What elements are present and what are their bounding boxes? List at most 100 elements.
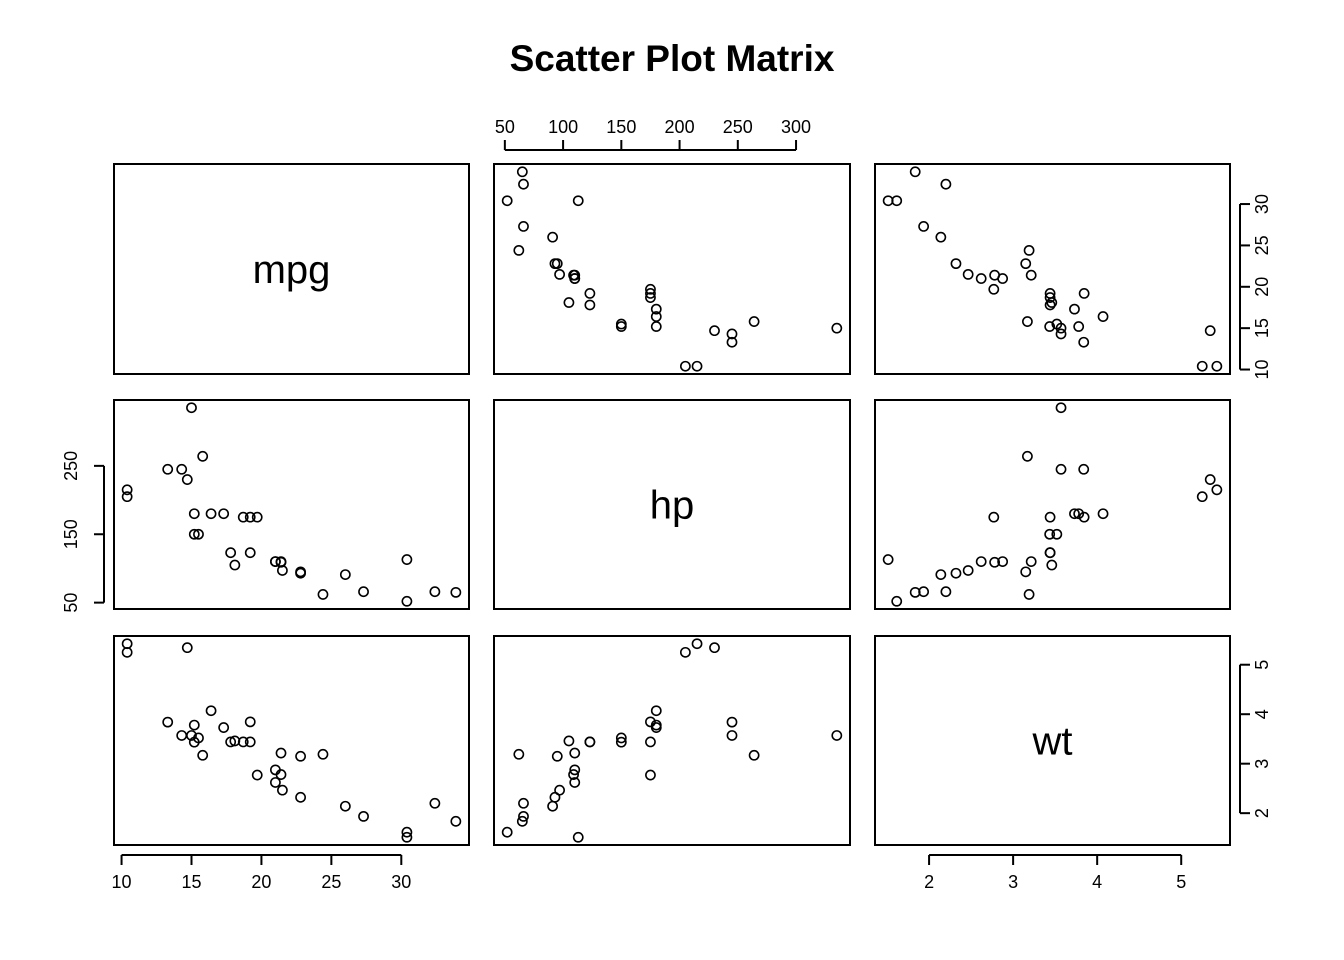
point-mpg-vs-hp bbox=[572, 195, 584, 207]
point-hp-vs-mpg bbox=[244, 511, 256, 523]
point-hp-vs-wt bbox=[997, 556, 1009, 567]
point-mpg-vs-wt bbox=[909, 166, 921, 178]
point-wt-vs-hp bbox=[726, 730, 738, 741]
point-mpg-vs-hp bbox=[645, 283, 656, 295]
point-hp-vs-wt bbox=[1044, 528, 1056, 540]
point-hp-vs-mpg bbox=[162, 463, 174, 475]
tick-label-mpg: 25 bbox=[1252, 235, 1272, 255]
point-wt-vs-hp bbox=[584, 736, 596, 748]
point-mpg-vs-hp bbox=[726, 336, 738, 348]
point-hp-vs-mpg bbox=[401, 554, 413, 565]
point-hp-vs-mpg bbox=[295, 566, 306, 578]
point-wt-vs-hp bbox=[615, 736, 627, 748]
point-mpg-vs-hp bbox=[615, 321, 627, 332]
point-mpg-vs-wt bbox=[1022, 316, 1033, 327]
point-mpg-vs-wt bbox=[1025, 269, 1037, 281]
tick-label-mpg: 30 bbox=[391, 872, 411, 892]
point-wt-vs-hp bbox=[748, 749, 760, 761]
point-hp-vs-wt bbox=[1020, 566, 1032, 578]
point-hp-vs-mpg bbox=[270, 556, 281, 567]
point-hp-vs-mpg bbox=[188, 528, 200, 540]
point-mpg-vs-wt bbox=[940, 178, 952, 190]
point-mpg-vs-wt bbox=[989, 269, 1001, 281]
point-wt-vs-hp bbox=[547, 800, 559, 812]
point-mpg-vs-hp bbox=[584, 288, 596, 299]
point-wt-vs-hp bbox=[679, 646, 691, 658]
point-mpg-vs-wt bbox=[1044, 292, 1056, 303]
tick-label-hp: 300 bbox=[781, 117, 811, 137]
point-mpg-vs-hp bbox=[518, 220, 529, 232]
chart-title: Scatter Plot Matrix bbox=[510, 38, 835, 79]
point-wt-vs-mpg bbox=[251, 769, 263, 781]
point-wt-vs-mpg bbox=[358, 810, 369, 822]
point-hp-vs-wt bbox=[950, 567, 962, 579]
tick-label-wt: 4 bbox=[1092, 872, 1102, 892]
point-mpg-vs-wt bbox=[1044, 321, 1056, 332]
point-hp-vs-wt bbox=[1044, 547, 1056, 559]
tick-label-mpg: 15 bbox=[181, 872, 201, 892]
point-wt-vs-hp bbox=[518, 797, 529, 809]
point-wt-vs-mpg bbox=[188, 736, 200, 748]
point-mpg-vs-hp bbox=[691, 360, 703, 372]
point-wt-vs-hp bbox=[645, 769, 656, 781]
point-hp-vs-mpg bbox=[197, 450, 209, 462]
tick-label-hp: 50 bbox=[495, 117, 515, 137]
diagonal-label-wt: wt bbox=[1032, 720, 1073, 764]
point-hp-vs-wt bbox=[1055, 463, 1067, 475]
tick-label-mpg: 10 bbox=[112, 872, 132, 892]
point-wt-vs-mpg bbox=[429, 797, 441, 809]
point-hp-vs-wt bbox=[962, 565, 974, 576]
point-mpg-vs-wt bbox=[988, 283, 1000, 295]
point-mpg-vs-wt bbox=[950, 258, 962, 270]
point-wt-vs-hp bbox=[518, 810, 529, 822]
point-wt-vs-mpg bbox=[275, 769, 287, 780]
point-wt-vs-mpg bbox=[197, 749, 209, 761]
panel-hp-vs-wt bbox=[874, 399, 1231, 610]
point-wt-vs-mpg bbox=[450, 815, 462, 827]
tick-label-hp: 250 bbox=[723, 117, 753, 137]
point-wt-vs-mpg bbox=[317, 748, 329, 760]
point-hp-vs-wt bbox=[935, 569, 947, 580]
point-wt-vs-mpg bbox=[121, 638, 133, 650]
point-hp-vs-wt bbox=[1055, 402, 1067, 414]
point-hp-vs-wt bbox=[1073, 508, 1085, 520]
point-hp-vs-mpg bbox=[317, 589, 329, 600]
point-mpg-vs-wt bbox=[1020, 258, 1032, 270]
point-hp-vs-mpg bbox=[225, 547, 237, 559]
point-wt-vs-mpg bbox=[229, 735, 241, 747]
point-hp-vs-mpg bbox=[237, 511, 249, 523]
point-wt-vs-hp bbox=[563, 735, 575, 747]
point-wt-vs-hp bbox=[650, 705, 662, 717]
panel-mpg-vs-wt bbox=[874, 163, 1231, 375]
point-wt-vs-hp bbox=[569, 747, 581, 759]
point-hp-vs-mpg bbox=[188, 508, 200, 520]
point-hp-vs-wt bbox=[1046, 559, 1058, 571]
panel-hp-vs-hp bbox=[493, 399, 851, 610]
tick-label-mpg: 20 bbox=[251, 872, 271, 892]
point-mpg-vs-wt bbox=[975, 273, 987, 284]
point-wt-vs-hp bbox=[645, 736, 656, 748]
tick-label-hp: 250 bbox=[61, 451, 81, 481]
point-wt-vs-mpg bbox=[162, 716, 174, 728]
point-mpg-vs-wt bbox=[1055, 322, 1067, 334]
point-hp-vs-wt bbox=[918, 586, 930, 598]
point-mpg-vs-hp bbox=[568, 269, 579, 281]
point-hp-vs-wt bbox=[1196, 491, 1208, 503]
tick-label-mpg: 25 bbox=[321, 872, 341, 892]
point-hp-vs-wt bbox=[882, 554, 894, 565]
point-mpg-vs-wt bbox=[1023, 244, 1035, 256]
point-mpg-vs-hp bbox=[501, 195, 513, 207]
tick-label-hp: 50 bbox=[61, 593, 81, 613]
point-hp-vs-mpg bbox=[229, 559, 241, 571]
point-mpg-vs-wt bbox=[1055, 328, 1067, 340]
point-hp-vs-wt bbox=[988, 511, 1000, 523]
point-mpg-vs-wt bbox=[1078, 288, 1090, 299]
tick-label-hp: 200 bbox=[665, 117, 695, 137]
point-hp-vs-wt bbox=[989, 556, 1001, 568]
point-wt-vs-mpg bbox=[188, 719, 200, 731]
point-mpg-vs-hp bbox=[831, 322, 843, 334]
point-mpg-vs-wt bbox=[1204, 325, 1216, 337]
panel-wt-vs-hp bbox=[493, 635, 851, 846]
point-mpg-vs-wt bbox=[1196, 360, 1208, 372]
